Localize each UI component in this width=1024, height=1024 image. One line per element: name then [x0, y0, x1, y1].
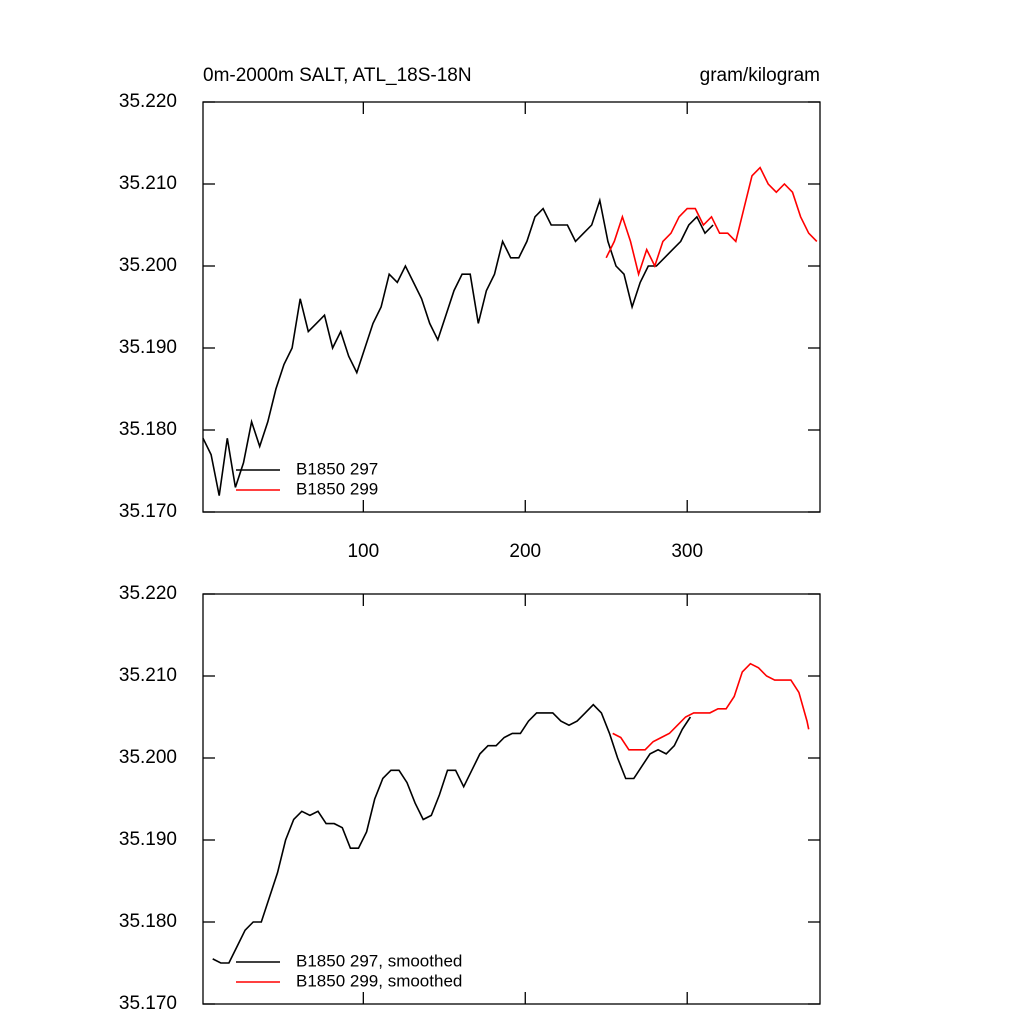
legend-label: B1850 299, smoothed: [296, 971, 462, 990]
y-tick-label: 35.220: [119, 583, 177, 604]
y-tick-label: 35.180: [119, 911, 177, 932]
y-tick-label: 35.170: [119, 993, 177, 1014]
y-tick-label: 35.190: [119, 337, 177, 358]
x-tick-label: 100: [347, 541, 379, 562]
y-tick-label: 35.210: [119, 173, 177, 194]
y-tick-label: 35.180: [119, 419, 177, 440]
legend-label: B1850 297, smoothed: [296, 951, 462, 970]
y-tick-label: 35.200: [119, 747, 177, 768]
legend-label: B1850 297: [296, 459, 378, 478]
chart-title: 0m-2000m SALT, ATL_18S-18N: [203, 65, 472, 86]
x-tick-label: 200: [509, 541, 541, 562]
y-tick-label: 35.190: [119, 829, 177, 850]
y-tick-label: 35.200: [119, 255, 177, 276]
series-line: [612, 662, 810, 751]
x-tick-label: 300: [671, 541, 703, 562]
series-line: [212, 703, 692, 964]
units-label: gram/kilogram: [700, 65, 820, 86]
y-tick-label: 35.220: [119, 91, 177, 112]
series-line: [605, 166, 818, 278]
plot-frame: [202, 593, 821, 1005]
legend-label: B1850 299: [296, 479, 378, 498]
plot-frame: [202, 101, 821, 513]
series-line: [202, 197, 714, 496]
y-tick-label: 35.210: [119, 665, 177, 686]
y-tick-label: 35.170: [119, 501, 177, 522]
